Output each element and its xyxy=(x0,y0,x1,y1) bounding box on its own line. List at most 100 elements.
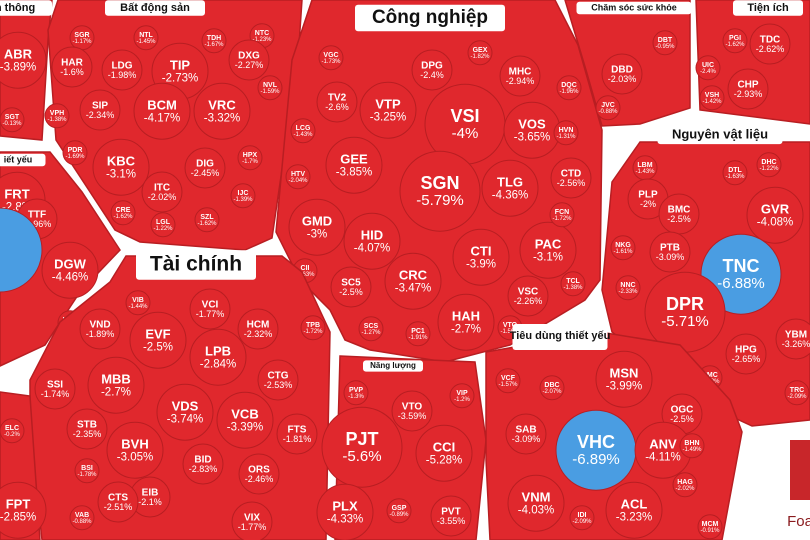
sector-label-bg xyxy=(355,4,505,32)
stock-cell: SGR-1.17% xyxy=(69,25,95,51)
sector: PVP-1.3%VTO-3.59%VIP-1.2%PJT-5.6%CCI-5.2… xyxy=(316,355,487,540)
stock-tile xyxy=(216,391,274,449)
stock-cell: HAH-2.7% xyxy=(437,293,495,351)
stock-cell: VCF-1.57% xyxy=(495,368,521,394)
stock-change: -2.33% xyxy=(618,289,638,295)
stock-cell: PTB-3.09% xyxy=(649,231,691,273)
stock-cell: VIP-1.2% xyxy=(449,383,475,409)
stock-tile xyxy=(601,53,643,95)
stock-code: FTS xyxy=(288,425,307,436)
stock-code: CCI xyxy=(433,439,455,454)
stock-cell: BSI-1.78% xyxy=(74,458,100,484)
stock-code: HID xyxy=(361,227,383,242)
stock-code: CII xyxy=(301,265,310,272)
stock-code: VAB xyxy=(75,512,89,519)
stock-code: IJC xyxy=(238,190,249,197)
stock-code: SC5 xyxy=(341,278,361,289)
stock-cell: GSP-0.89% xyxy=(386,498,412,524)
stock-change: -1.67% xyxy=(204,42,224,48)
stock-cell: HCM-2.32% xyxy=(237,308,279,350)
stock-cell: ELC-0.2% xyxy=(0,418,25,444)
stock-change: -4.36% xyxy=(492,189,528,201)
sector: SGR-1.17%NTL-1.45%TDH-1.67%NTC-1.23%HAR-… xyxy=(44,0,303,251)
stock-tile xyxy=(0,418,25,444)
stock-tile xyxy=(727,68,769,110)
stock-change: -3.09% xyxy=(512,434,541,444)
stock-cell: VCB-3.39% xyxy=(216,391,274,449)
stock-change: -1.42% xyxy=(702,99,722,105)
stock-code: VSI xyxy=(450,106,479,126)
stock-code: CTI xyxy=(471,243,492,258)
stock-change: -1.63% xyxy=(295,272,315,278)
stock-code: NTC xyxy=(255,30,269,37)
stock-cell: VCI-1.77% xyxy=(189,288,231,330)
stock-code: ACL xyxy=(621,496,648,511)
stock-cell: DPG-2.4% xyxy=(411,49,453,91)
stock-code: CTS xyxy=(108,493,128,504)
stock-change: -2.35% xyxy=(73,429,102,439)
stock-tile xyxy=(321,406,403,488)
sector: FRT-2.8%TTF-1.96%DGW-4.46%HHS-1.75% xyxy=(0,151,121,367)
stock-change: -3.89% xyxy=(0,61,36,73)
stock-change: -1.17% xyxy=(72,39,92,45)
stock-tile xyxy=(672,472,698,498)
stock-tile xyxy=(316,483,374,540)
stock-tile xyxy=(238,453,280,495)
stock-tile xyxy=(722,28,748,54)
stock-cell: MHC-2.94% xyxy=(499,55,541,97)
stock-tile xyxy=(125,290,151,316)
stock-code: DBD xyxy=(611,65,633,76)
sector-label-group: Tiêu dùng thiết yếu xyxy=(510,324,610,350)
stock-code: GVR xyxy=(761,201,790,216)
stock-change: -3.99% xyxy=(606,380,642,392)
stock-cell: JVC-0.88% xyxy=(595,95,621,121)
stock-change: -1.43% xyxy=(635,169,655,175)
stock-cell: VIX-1.77% xyxy=(231,501,273,540)
stock-change: -1.74% xyxy=(41,389,70,399)
stock-cell: EIB-2.1% xyxy=(129,476,171,518)
stock-code: HAG xyxy=(677,479,693,486)
stock-cell: VGC-1.73% xyxy=(318,45,344,71)
stock-tile xyxy=(343,212,401,270)
stock-change: -2.5% xyxy=(143,341,173,353)
stock-code: VHC xyxy=(577,432,615,452)
stock-change: -1.44% xyxy=(128,304,148,310)
stock-code: VPH xyxy=(50,110,64,117)
stock-change: -2.83% xyxy=(189,464,218,474)
stock-cell: HAG-2.02% xyxy=(672,472,698,498)
stock-code: SAB xyxy=(515,425,536,436)
stock-cell: HAR-1.6% xyxy=(51,46,93,88)
stock-code: PC1 xyxy=(411,328,425,335)
stock-tile xyxy=(44,103,70,129)
sector: LBM-1.43% DTL-1.63%DHC-1.22%PLP-2%BMC-2.5… xyxy=(601,141,810,427)
stock-code: CRE xyxy=(116,207,131,214)
stock-tile xyxy=(610,235,636,261)
stock-cell: EVF-2.5% xyxy=(129,311,187,369)
stock-change: -1.91% xyxy=(408,335,428,341)
stock-change: -1.27% xyxy=(361,330,381,336)
stock-change: -3.9% xyxy=(466,258,496,270)
stock-code: SGN xyxy=(420,173,459,193)
stock-cell: HVN-1.31% xyxy=(553,120,579,146)
floor-cell xyxy=(0,207,43,293)
stock-tile xyxy=(276,413,318,455)
stock-cell: GEX-1.82% xyxy=(467,40,493,66)
stock-tile xyxy=(79,308,121,350)
stock-code: KBC xyxy=(107,153,136,168)
stock-change: -1.96% xyxy=(559,89,579,95)
stock-cell: CTS-2.51% xyxy=(97,481,139,523)
stock-code: PJT xyxy=(345,429,378,449)
stock-change: -4.33% xyxy=(327,513,363,525)
stock-tile xyxy=(679,433,705,459)
sector-label: Năng lượng xyxy=(370,361,416,370)
stock-change: -3.23% xyxy=(616,511,652,523)
stock-cell: LGL-1.22% xyxy=(150,212,176,238)
stock-code: HPG xyxy=(735,345,757,356)
stock-change: -2% xyxy=(640,199,656,209)
stock-tile xyxy=(405,321,431,347)
stock-code: DTL xyxy=(728,167,742,174)
stock-code: LPB xyxy=(205,343,231,358)
stock-tile xyxy=(62,140,88,166)
stock-code: SSI xyxy=(47,380,63,391)
